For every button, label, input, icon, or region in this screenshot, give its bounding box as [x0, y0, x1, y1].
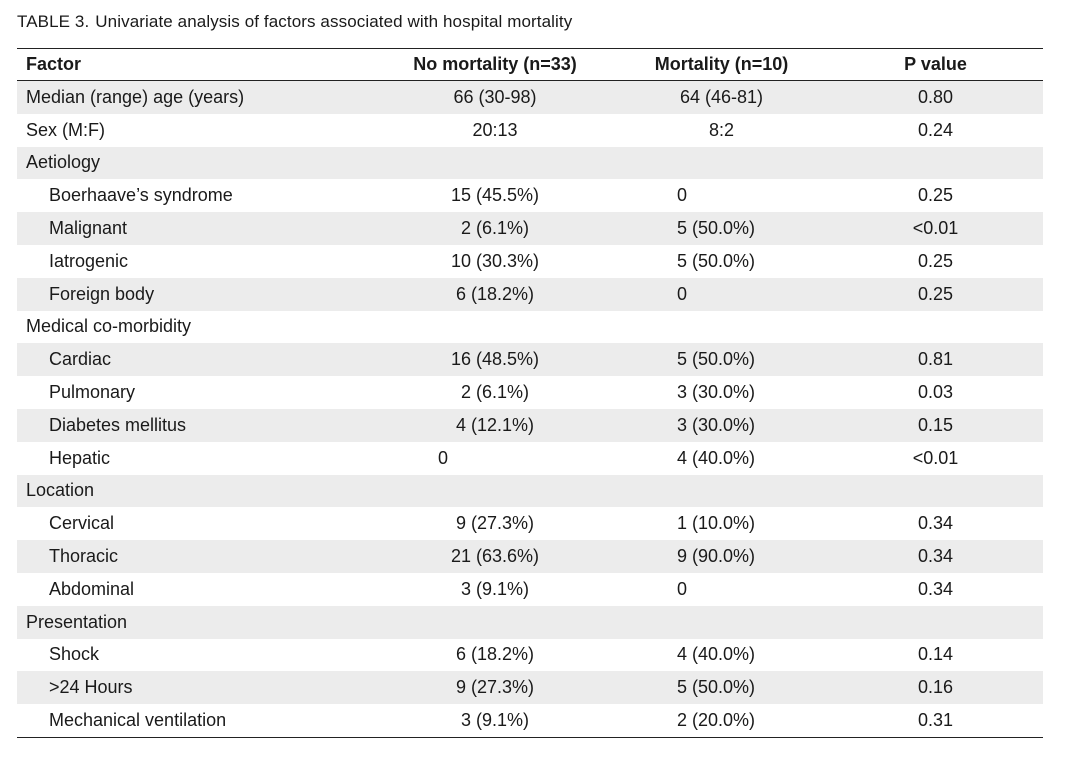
- cell-p-value: 0.34: [917, 513, 954, 534]
- cell-no-mortality: 21 (63.6%): [450, 546, 540, 567]
- table-caption-label: TABLE 3.: [17, 12, 90, 31]
- table-row: Thoracic 21 (63.6%) 9 (90.0%) 0.34: [17, 540, 1043, 573]
- cell-factor: Mechanical ventilation: [49, 710, 227, 731]
- cell-p-value: 0.31: [917, 710, 954, 731]
- cell-factor: Median (range) age (years): [26, 86, 245, 107]
- cell-factor: Location: [26, 480, 95, 501]
- cell-mortality: 0: [677, 283, 688, 304]
- cell-factor: Thoracic: [49, 546, 119, 567]
- cell-factor: Diabetes mellitus: [49, 414, 187, 435]
- cell-no-mortality: 6 (18.2%): [455, 283, 535, 304]
- table-row: Cervical 9 (27.3%) 1 (10.0%) 0.34: [17, 507, 1043, 540]
- cell-no-mortality: 2 (6.1%): [460, 218, 530, 239]
- cell-p-value: 0.80: [917, 86, 954, 107]
- table-row: Cardiac 16 (48.5%) 5 (50.0%) 0.81: [17, 343, 1043, 377]
- cell-mortality: 3 (30.0%): [677, 382, 756, 403]
- cell-no-mortality: 0: [438, 447, 449, 468]
- cell-no-mortality: 16 (48.5%): [450, 349, 540, 370]
- cell-mortality: 4 (40.0%): [677, 447, 756, 468]
- cell-factor: Boerhaave’s syndrome: [49, 185, 233, 206]
- cell-no-mortality: 3 (9.1%): [460, 578, 530, 599]
- cell-p-value: <0.01: [912, 447, 959, 468]
- cell-no-mortality: 3 (9.1%): [460, 710, 530, 731]
- cell-mortality: 8:2: [708, 119, 735, 140]
- cell-p-value: 0.34: [917, 546, 954, 567]
- header-mortality: Mortality (n=10): [654, 54, 789, 74]
- cell-p-value: 0.15: [917, 414, 954, 435]
- table-row: Diabetes mellitus 4 (12.1%) 3 (30.0%) 0.…: [17, 408, 1043, 442]
- table-group-row: Location: [17, 474, 1043, 508]
- cell-mortality: 2 (20.0%): [677, 710, 756, 731]
- cell-mortality: 1 (10.0%): [677, 513, 756, 534]
- cell-factor: Hepatic: [49, 447, 111, 468]
- table-row: Shock 6 (18.2%) 4 (40.0%) 0.14: [17, 639, 1043, 672]
- table-row: Pulmonary 2 (6.1%) 3 (30.0%) 0.03: [17, 376, 1043, 409]
- cell-p-value: 0.24: [917, 119, 954, 140]
- cell-no-mortality: 6 (18.2%): [455, 644, 535, 665]
- cell-p-value: 0.34: [917, 578, 954, 599]
- cell-no-mortality: 2 (6.1%): [460, 382, 530, 403]
- cell-mortality: 0: [677, 185, 688, 206]
- cell-p-value: 0.03: [917, 382, 954, 403]
- cell-factor: >24 Hours: [49, 677, 133, 698]
- table-group-row: Medical co-morbidity: [17, 311, 1043, 344]
- cell-factor: Foreign body: [49, 283, 155, 304]
- cell-factor: Iatrogenic: [49, 250, 129, 271]
- table-caption: TABLE 3. Univariate analysis of factors a…: [17, 12, 572, 32]
- cell-no-mortality: 4 (12.1%): [455, 414, 535, 435]
- table-row: Median (range) age (years) 66 (30-98) 64…: [17, 81, 1043, 114]
- cell-factor: Abdominal: [49, 578, 135, 599]
- cell-p-value: 0.14: [917, 644, 954, 665]
- cell-factor: Malignant: [49, 218, 128, 239]
- cell-factor: Presentation: [26, 611, 128, 632]
- cell-mortality: 5 (50.0%): [677, 677, 756, 698]
- cell-no-mortality: 20:13: [472, 119, 518, 140]
- cell-p-value: 0.25: [917, 250, 954, 271]
- cell-no-mortality: 9 (27.3%): [455, 513, 535, 534]
- cell-factor: Medical co-morbidity: [26, 316, 192, 337]
- cell-no-mortality: 15 (45.5%): [450, 185, 540, 206]
- cell-no-mortality: 9 (27.3%): [455, 677, 535, 698]
- cell-mortality: 4 (40.0%): [677, 644, 756, 665]
- cell-factor: Aetiology: [26, 152, 101, 173]
- table-group-row: Presentation: [17, 605, 1043, 639]
- cell-mortality: 5 (50.0%): [677, 250, 756, 271]
- cell-p-value: 0.25: [917, 283, 954, 304]
- cell-mortality: 3 (30.0%): [677, 414, 756, 435]
- cell-mortality: 5 (50.0%): [677, 349, 756, 370]
- cell-factor: Cardiac: [49, 349, 112, 370]
- table-row: Mechanical ventilation 3 (9.1%) 2 (20.0%…: [17, 704, 1043, 737]
- table-header-row: Factor No mortality (n=33) Mortality (n=…: [17, 49, 1043, 81]
- table-row: Malignant 2 (6.1%) 5 (50.0%) <0.01: [17, 212, 1043, 245]
- cell-p-value: <0.01: [912, 218, 959, 239]
- table-row: >24 Hours 9 (27.3%) 5 (50.0%) 0.16: [17, 671, 1043, 705]
- cell-p-value: 0.81: [917, 349, 954, 370]
- cell-mortality: 5 (50.0%): [677, 218, 756, 239]
- cell-mortality: 9 (90.0%): [677, 546, 756, 567]
- cell-p-value: 0.25: [917, 185, 954, 206]
- cell-factor: Shock: [49, 644, 100, 665]
- cell-mortality: 0: [677, 578, 688, 599]
- mortality-table: Factor No mortality (n=33) Mortality (n=…: [17, 48, 1043, 738]
- cell-factor: Pulmonary: [49, 382, 136, 403]
- table-row: Iatrogenic 10 (30.3%) 5 (50.0%) 0.25: [17, 245, 1043, 278]
- header-p-value: P value: [904, 54, 967, 74]
- table-row: Sex (M:F) 20:13 8:2 0.24: [17, 114, 1043, 147]
- table-caption-text: Univariate analysis of factors associate…: [95, 12, 573, 31]
- table-row: Abdominal 3 (9.1%) 0 0.34: [17, 573, 1043, 606]
- cell-factor: Cervical: [49, 513, 115, 534]
- header-factor: Factor: [26, 54, 82, 74]
- cell-mortality: 64 (46-81): [679, 86, 764, 107]
- table-group-row: Aetiology: [17, 146, 1043, 180]
- header-no-mortality: No mortality (n=33): [413, 54, 577, 74]
- cell-no-mortality: 66 (30-98): [453, 86, 537, 107]
- cell-no-mortality: 10 (30.3%): [450, 250, 540, 271]
- table-row: Foreign body 6 (18.2%) 0 0.25: [17, 277, 1043, 311]
- cell-p-value: 0.16: [917, 677, 954, 698]
- cell-factor: Sex (M:F): [26, 119, 105, 140]
- table-row: Boerhaave’s syndrome 15 (45.5%) 0 0.25: [17, 179, 1043, 212]
- table-row: Hepatic 0 4 (40.0%) <0.01: [17, 442, 1043, 475]
